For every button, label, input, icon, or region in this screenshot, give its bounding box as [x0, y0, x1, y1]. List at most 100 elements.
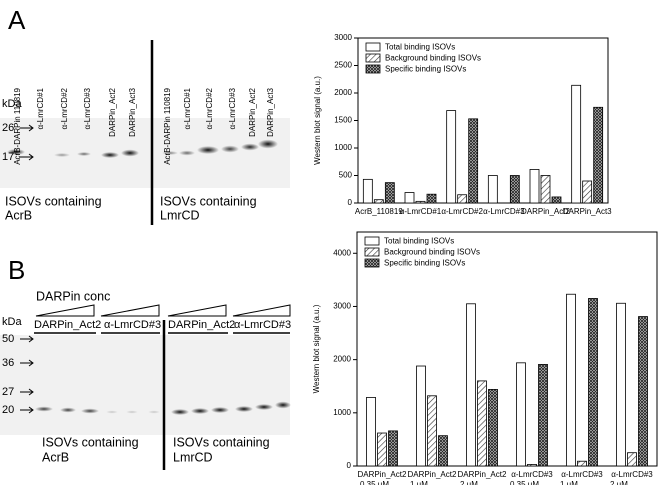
marker-label: 36: [2, 357, 14, 369]
caption: ISOVs containing: [42, 435, 139, 449]
group-label: α-LmrCD#3: [104, 319, 161, 331]
legend-swatch: [364, 236, 380, 246]
kda-label: kDa: [2, 98, 22, 110]
bar: [466, 303, 476, 467]
bar: [529, 169, 540, 204]
marker-label: 27: [2, 386, 14, 398]
x-tick-label: DARPin_Act2: [521, 207, 570, 216]
bar: [457, 194, 468, 204]
marker-label: 26: [2, 122, 14, 134]
legend-swatch: [365, 42, 381, 52]
x-tick-sublabel: 1 µM: [560, 480, 578, 485]
lane-label: α-LmrCD#3: [228, 87, 237, 129]
bar: [487, 175, 498, 204]
caption: AcrB: [5, 208, 32, 222]
bar: [468, 118, 479, 204]
conc-label: DARPin conc: [36, 289, 110, 303]
bar: [377, 432, 387, 467]
legend-label: Total binding ISOVs: [385, 43, 455, 52]
bar: [577, 460, 587, 467]
panel-letter: A: [8, 5, 26, 35]
bar: [488, 389, 498, 467]
y-tick-label: 0: [348, 198, 353, 207]
y-tick-label: 3000: [333, 302, 351, 311]
bar: [582, 180, 593, 204]
y-tick-label: 2000: [334, 88, 352, 97]
legend-swatch: [364, 258, 380, 268]
y-tick-label: 1500: [334, 116, 352, 125]
bands: [35, 401, 291, 415]
x-tick-sublabel: 0.35 µM: [360, 480, 389, 485]
lane-label: AcrB-DARPin 110819: [163, 87, 172, 164]
lane-label: α-LmrCD#3: [83, 87, 92, 129]
y-tick-label: 2500: [334, 61, 352, 70]
panel-letter: B: [8, 255, 25, 285]
kda-label: kDa: [2, 316, 22, 328]
bar: [427, 395, 437, 467]
caption: ISOVs containing: [173, 435, 270, 449]
group-label: DARPin_Act2: [34, 319, 101, 331]
x-tick-sublabel: 2 µM: [610, 480, 628, 485]
x-tick-label: DARPin_Act2: [458, 470, 507, 479]
bar: [566, 293, 576, 467]
bar: [446, 110, 457, 204]
group-label: DARPin_Act2: [168, 319, 235, 331]
y-axis-label: Western blot signal (a.u.): [312, 304, 321, 393]
bar: [477, 380, 487, 467]
bar: [384, 182, 395, 204]
x-tick-label: AcrB_110819: [355, 207, 403, 216]
bar: [627, 452, 637, 467]
y-tick-label: 500: [339, 171, 353, 180]
blot: [0, 118, 290, 188]
y-tick-label: 1000: [333, 408, 351, 417]
bar: [362, 178, 373, 204]
y-axis-label: Western blot signal (a.u.): [313, 76, 322, 165]
caption: AcrB: [42, 450, 69, 464]
conc-wedge: [35, 304, 291, 317]
x-tick-label: α-LmrCD#3: [483, 207, 525, 216]
caption: ISOVs containing: [160, 194, 257, 208]
bar: [551, 196, 562, 204]
lane-label: DARPin_Act2: [248, 87, 257, 136]
x-tick-label: DARPin_Act3: [563, 207, 612, 216]
y-tick-label: 1000: [334, 143, 352, 152]
bar: [616, 302, 626, 467]
bar: [373, 199, 384, 204]
bar: [516, 362, 526, 467]
marker-arrow: [20, 335, 34, 414]
lane-label: DARPin_Act3: [266, 87, 275, 136]
bar: [388, 430, 398, 467]
legend-swatch: [365, 53, 381, 63]
bar: [366, 396, 376, 467]
bar: [438, 435, 448, 467]
y-tick-label: 3000: [334, 33, 352, 42]
x-tick-label: DARPin_Act2: [408, 470, 457, 479]
marker-label: 17: [2, 151, 14, 163]
bands: [7, 139, 278, 158]
bar: [416, 365, 426, 467]
bar: [593, 106, 604, 204]
caption: ISOVs containing: [5, 194, 102, 208]
group-label: α-LmrCD#3: [234, 319, 291, 331]
lane-label: α-LmrCD#1: [183, 87, 192, 129]
bar: [509, 175, 520, 204]
x-tick-sublabel: 2 µM: [460, 480, 478, 485]
caption: LmrCD: [160, 208, 200, 222]
y-tick-label: 0: [347, 461, 352, 470]
lane-label: DARPin_Act3: [128, 87, 137, 136]
bar: [571, 84, 582, 204]
bar: [404, 192, 415, 204]
lane-label: α-LmrCD#2: [60, 87, 69, 129]
x-tick-sublabel: 1 µM: [410, 480, 428, 485]
blot: [0, 335, 290, 435]
x-tick-sublabel: 0.35 µM: [510, 480, 539, 485]
legend-label: Total binding ISOVs: [384, 237, 454, 246]
x-tick-label: α-LmrCD#3: [611, 470, 653, 479]
bar: [426, 193, 437, 204]
marker-arrow: [20, 124, 34, 161]
bar: [588, 298, 598, 467]
lane-label: α-LmrCD#2: [205, 87, 214, 129]
caption: LmrCD: [173, 450, 213, 464]
plot-frame: [357, 37, 609, 204]
bar: [415, 200, 426, 204]
